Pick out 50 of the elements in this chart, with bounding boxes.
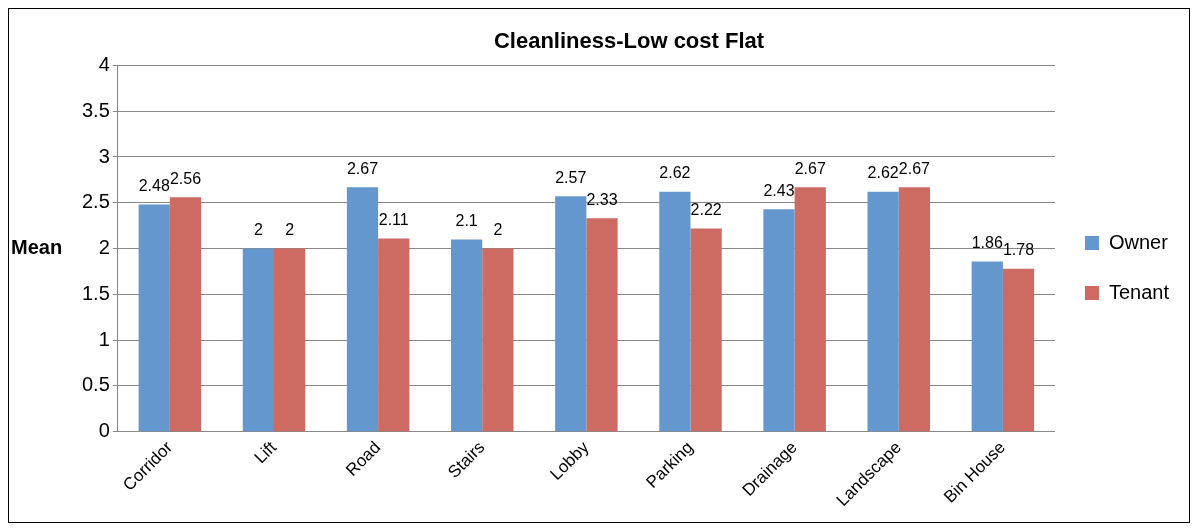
data-label: 2.62 [867,164,899,182]
bar [763,209,795,432]
data-label: 1.86 [971,233,1003,251]
bar [378,238,410,432]
chart-title: Cleanliness-Low cost Flat [493,28,765,54]
data-label: 2.33 [586,190,618,208]
data-label: 2.67 [794,159,826,177]
bar [898,187,930,432]
data-label: 2.43 [763,181,795,199]
bar [169,197,202,432]
y-tick-label: 0.5 [81,373,110,396]
data-label: 2.62 [659,164,691,182]
bar [867,191,899,432]
y-tick-label: 0 [98,419,110,442]
data-label: 2.67 [346,159,379,177]
legend-label: Owner [1108,230,1169,253]
bar [242,248,274,432]
data-label: 2 [285,220,295,238]
data-label: 2.67 [898,159,931,177]
bar [971,261,1003,432]
bar [138,204,170,432]
y-tick-label: 1.5 [81,281,110,304]
bar [586,218,618,432]
data-label: 2.48 [138,177,170,195]
bar [690,228,722,432]
data-label: 2.57 [555,168,587,186]
bar [555,196,587,432]
data-label: 2 [493,220,503,238]
y-tick-label: 3 [98,144,110,167]
bar [794,187,826,432]
y-tick-label: 1 [98,327,110,350]
x-tick-label: Lift [250,437,281,468]
bar [451,239,483,432]
y-axis-title: Mean [11,236,63,259]
y-tick-label: 4 [98,52,110,75]
bar [346,187,379,432]
y-tick-label: 3.5 [81,98,110,121]
bar [659,191,691,432]
data-label: 2.11 [378,210,409,228]
y-tick-label: 2.5 [81,190,110,213]
data-label: 2.56 [169,169,202,187]
data-label: 2.22 [690,200,722,218]
data-label: 2.1 [455,211,478,229]
bar [482,248,514,432]
data-label: 1.78 [1002,241,1035,259]
bar [273,248,306,432]
legend-label: Tenant [1108,280,1170,303]
data-label: 2 [253,220,263,238]
bar [1002,268,1035,432]
y-tick-label: 2 [98,236,110,259]
